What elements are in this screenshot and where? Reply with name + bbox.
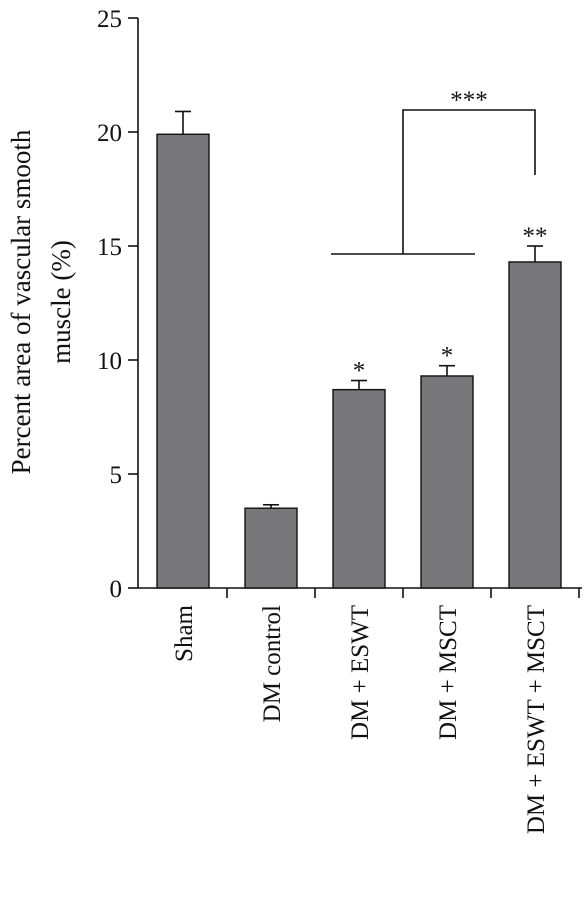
bar: [508, 261, 562, 589]
y-axis-title-line: Percent area of vascular smooth: [6, 129, 36, 474]
axes: [128, 17, 582, 598]
bar: [156, 133, 210, 589]
x-category-labels: Sham DM control DM + ESWT DM + MSCT DM + ESW…: [171, 604, 550, 834]
significance-markers: ****: [353, 223, 548, 385]
bar: [332, 388, 386, 589]
y-axis-title-line: muscle (%): [46, 240, 76, 364]
y-tick-label: 20: [97, 120, 122, 147]
category-label: DM + ESWT + MSCT: [523, 605, 550, 834]
bar: [420, 375, 474, 589]
significance-star: **: [523, 223, 548, 250]
bracket-connector: [402, 109, 536, 254]
y-tick-label: 0: [110, 576, 123, 603]
y-tick-label: 25: [97, 6, 122, 33]
bar: [244, 507, 298, 589]
y-tick-label: 15: [97, 234, 122, 261]
category-label: DM + ESWT: [347, 605, 374, 740]
bars: [156, 133, 562, 589]
significance-star: *: [353, 358, 366, 385]
bracket-significance-label: ***: [450, 87, 488, 114]
y-tick-label: 10: [97, 348, 122, 375]
y-axis-title: Percent area of vascular smooth muscle (%…: [6, 129, 76, 474]
y-tick-labels: 0 5 10 15 20 25: [97, 6, 122, 603]
category-label: DM + MSCT: [435, 605, 462, 740]
comparison-bracket: ***: [331, 87, 536, 255]
category-label: DM control: [259, 605, 286, 722]
error-bars: [175, 110, 543, 509]
significance-star: *: [441, 343, 454, 370]
category-label: Sham: [171, 604, 198, 662]
y-tick-label: 5: [110, 462, 123, 489]
